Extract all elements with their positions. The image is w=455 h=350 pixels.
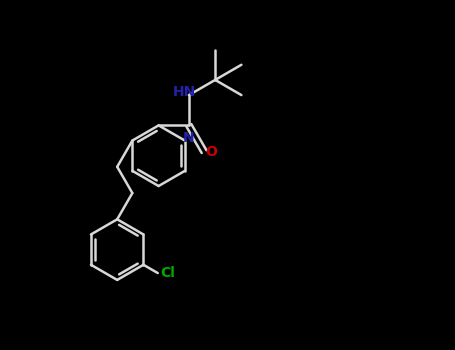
Text: N: N xyxy=(183,131,195,145)
Text: O: O xyxy=(205,145,217,159)
Text: Cl: Cl xyxy=(160,266,175,280)
Text: HN: HN xyxy=(173,85,196,99)
